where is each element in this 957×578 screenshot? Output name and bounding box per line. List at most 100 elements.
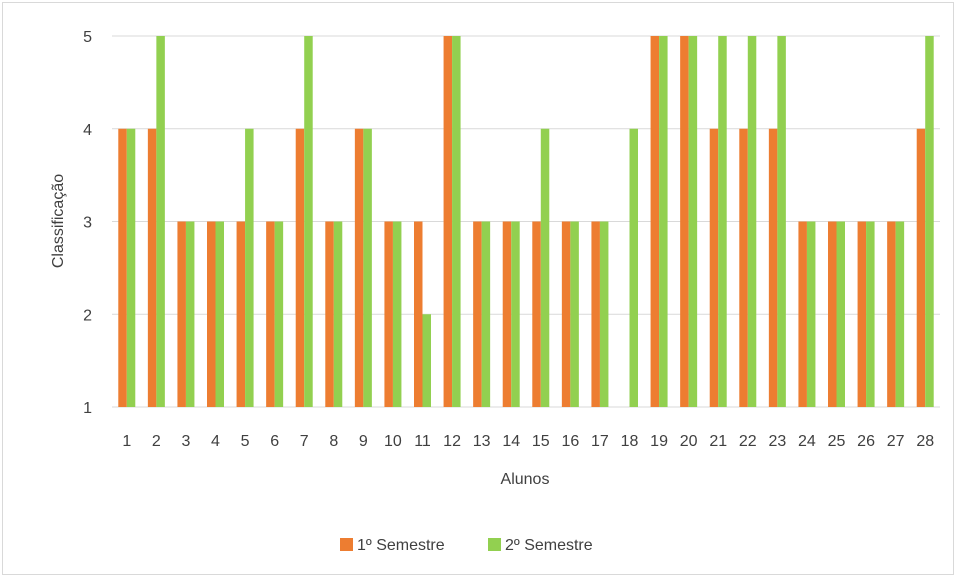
bar-series2-aluno-7 [304,36,313,407]
y-tick-label: 3 [83,215,92,232]
x-tick-label: 2 [152,433,161,450]
x-tick-label: 11 [414,433,431,450]
bar-series1-aluno-14 [502,221,512,407]
bar-series1-aluno-27 [887,221,896,407]
bar-series1-aluno-12 [443,36,453,407]
bar-series2-aluno-12 [452,36,461,407]
bar-series1-aluno-8 [325,221,334,407]
x-tick-label: 26 [857,433,875,450]
bar-series2-aluno-22 [747,36,757,407]
bar-series2-aluno-13 [481,221,491,407]
bar-series2-aluno-4 [215,221,224,407]
bar-series2-aluno-1 [126,128,136,407]
bar-series1-aluno-7 [295,128,305,407]
bar-series2-aluno-25 [836,221,845,407]
bar-series2-aluno-2 [156,36,165,407]
bar-series2-aluno-27 [895,221,905,407]
bar-series1-aluno-13 [473,221,482,407]
x-tick-label: 17 [591,433,609,450]
bar-series1-aluno-25 [828,221,837,407]
bar-series1-aluno-5 [236,221,246,407]
y-tick-label: 4 [83,122,92,139]
bar-series2-aluno-18 [629,128,638,407]
bar-series2-aluno-5 [245,128,254,407]
bar-series2-aluno-23 [777,36,786,407]
legend-label-2: 2º Semestre [505,537,593,554]
bar-series2-aluno-20 [688,36,698,407]
x-tick-label: 25 [828,433,846,450]
x-tick-label: 23 [768,433,786,450]
legend: 1º Semestre 2º Semestre [340,537,593,554]
bar-series2-aluno-3 [185,221,195,407]
bar-series2-aluno-8 [333,221,343,407]
bars [118,36,934,407]
bar-series1-aluno-28 [916,128,926,407]
gridlines [112,35,940,408]
y-tick-label: 1 [83,400,92,417]
bar-series2-aluno-17 [599,221,609,407]
x-tick-label: 24 [798,433,816,450]
x-tick-label: 27 [887,433,905,450]
bar-series2-aluno-15 [540,128,550,407]
bar-series2-aluno-21 [718,36,727,407]
x-tick-label: 7 [300,433,309,450]
x-tick-label: 3 [181,433,190,450]
bar-series1-aluno-2 [147,128,157,407]
bar-series1-aluno-24 [798,221,807,407]
x-tick-label: 10 [384,433,402,450]
bar-series1-aluno-23 [768,128,778,407]
x-tick-label: 12 [443,433,461,450]
bar-series2-aluno-26 [866,221,875,407]
bar-series2-aluno-6 [274,221,284,407]
y-axis-title: Classificação [50,174,67,268]
x-tick-label: 21 [709,433,727,450]
legend-swatch-1 [340,538,353,551]
bar-series2-aluno-16 [570,221,579,407]
bar-series2-aluno-11 [422,314,431,407]
bar-series1-aluno-16 [561,221,571,407]
bar-series1-aluno-4 [207,221,216,407]
bar-series1-aluno-6 [266,221,275,407]
bar-series1-aluno-3 [177,221,186,407]
x-tick-label: 9 [359,433,368,450]
x-axis-ticks: 1 2 3 4 5 6 7 8 9 10 11 12 13 14 15 16 17 18 19 20 21 22 23 24 2… [122,433,934,450]
x-tick-label: 16 [561,433,579,450]
x-tick-label: 5 [241,433,250,450]
bar-series2-aluno-10 [392,221,402,407]
x-tick-label: 8 [329,433,338,450]
x-tick-label: 6 [270,433,279,450]
bar-series2-aluno-24 [806,221,816,407]
x-tick-label: 4 [211,433,220,450]
bar-series1-aluno-10 [384,221,393,407]
y-tick-label: 2 [83,307,92,324]
bar-series1-aluno-17 [591,221,600,407]
bar-series2-aluno-28 [925,36,934,407]
bar-series1-aluno-26 [857,221,867,407]
x-tick-label: 18 [621,433,639,450]
x-tick-label: 19 [650,433,668,450]
x-tick-label: 28 [916,433,934,450]
bar-series1-aluno-19 [650,36,660,407]
legend-swatch-2 [488,538,501,551]
x-tick-label: 1 [122,433,131,450]
bar-series1-aluno-1 [118,128,127,407]
bar-series1-aluno-22 [739,128,748,407]
x-tick-label: 20 [680,433,698,450]
bar-series2-aluno-14 [511,221,520,407]
legend-label-1: 1º Semestre [357,537,445,554]
bar-series1-aluno-21 [709,128,719,407]
x-tick-label: 13 [473,433,491,450]
y-tick-label: 5 [83,29,92,46]
x-tick-label: 15 [532,433,550,450]
x-tick-label: 14 [502,433,520,450]
bar-series1-aluno-15 [532,221,541,407]
bar-series2-aluno-9 [363,128,372,407]
bar-series2-aluno-19 [659,36,668,407]
x-tick-label: 22 [739,433,757,450]
bar-series1-aluno-20 [680,36,689,407]
bar-series1-aluno-9 [354,128,364,407]
bar-series1-aluno-11 [414,221,423,407]
x-axis-title: Alunos [501,471,550,488]
y-axis-ticks: 1 2 3 4 5 [83,29,92,417]
